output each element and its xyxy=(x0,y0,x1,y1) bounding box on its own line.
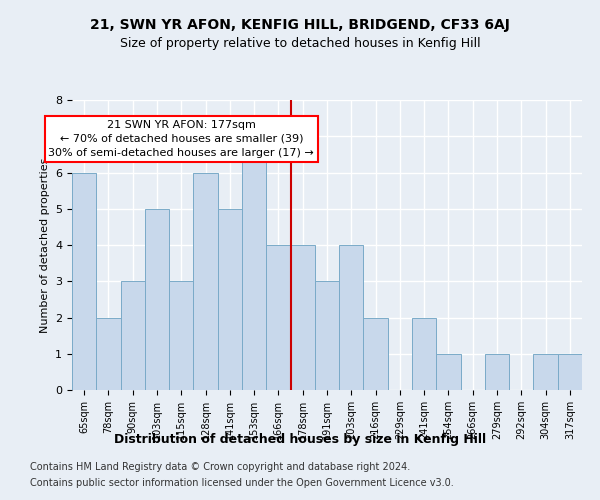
Bar xyxy=(121,281,145,390)
Bar xyxy=(533,354,558,390)
Bar xyxy=(145,209,169,390)
Bar xyxy=(412,318,436,390)
Bar xyxy=(96,318,121,390)
Text: 21, SWN YR AFON, KENFIG HILL, BRIDGEND, CF33 6AJ: 21, SWN YR AFON, KENFIG HILL, BRIDGEND, … xyxy=(90,18,510,32)
Text: Contains public sector information licensed under the Open Government Licence v3: Contains public sector information licen… xyxy=(30,478,454,488)
Text: Contains HM Land Registry data © Crown copyright and database right 2024.: Contains HM Land Registry data © Crown c… xyxy=(30,462,410,472)
Bar xyxy=(193,172,218,390)
Bar xyxy=(266,245,290,390)
Bar xyxy=(290,245,315,390)
Text: Size of property relative to detached houses in Kenfig Hill: Size of property relative to detached ho… xyxy=(119,38,481,51)
Text: Distribution of detached houses by size in Kenfig Hill: Distribution of detached houses by size … xyxy=(114,432,486,446)
Y-axis label: Number of detached properties: Number of detached properties xyxy=(40,158,50,332)
Bar xyxy=(72,172,96,390)
Text: 21 SWN YR AFON: 177sqm
← 70% of detached houses are smaller (39)
30% of semi-det: 21 SWN YR AFON: 177sqm ← 70% of detached… xyxy=(49,120,314,158)
Bar xyxy=(436,354,461,390)
Bar xyxy=(169,281,193,390)
Bar xyxy=(339,245,364,390)
Bar xyxy=(558,354,582,390)
Bar xyxy=(485,354,509,390)
Bar xyxy=(218,209,242,390)
Bar xyxy=(364,318,388,390)
Bar xyxy=(315,281,339,390)
Bar xyxy=(242,136,266,390)
